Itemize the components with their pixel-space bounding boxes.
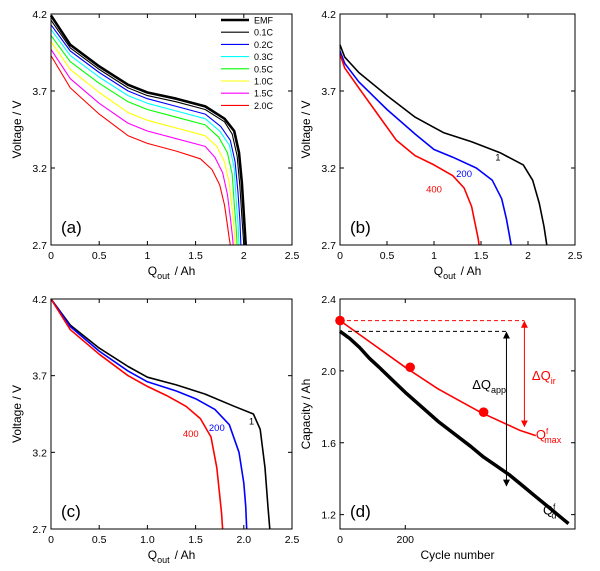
x-tick-label-c-5: 2.5 xyxy=(285,534,300,546)
y-axis-label-a: Voltage / V xyxy=(10,100,24,158)
panel-c: 1 200 400 0 0.5 1.0 1.5 2.0 2.5 2.7 3.2 3.7 4.2 Qout /… xyxy=(10,294,299,565)
y-axis-label-d: Capacity / Ah xyxy=(299,379,313,450)
x-tick-label-a-5: 2.5 xyxy=(285,250,300,262)
y-tick-label-a-0: 2.7 xyxy=(32,240,47,252)
y-tick-label-d-1: 1.6 xyxy=(321,438,336,450)
legend-label-0: EMF xyxy=(254,16,274,26)
series-line-a-3 xyxy=(50,29,240,246)
x-tick-label-b-5: 2.5 xyxy=(568,250,583,262)
curve-label-b-0: 1 xyxy=(495,152,500,163)
y-axis-label-c: Voltage / V xyxy=(10,385,24,443)
annotation-2: Qf max xyxy=(536,427,562,445)
y-tick-label-b-2: 3.7 xyxy=(321,86,336,98)
x-axis-label-c: Qout / Ah xyxy=(148,548,196,565)
x-tick-label-d-0: 0 xyxy=(337,534,343,546)
series-line-a-6 xyxy=(50,49,234,246)
x-tick-label-a-0: 0 xyxy=(48,250,54,262)
capacity-marker-2 xyxy=(478,407,489,418)
panel-label-d: (d) xyxy=(350,502,371,521)
x-tick-label-b-3: 1.5 xyxy=(474,250,489,262)
y-tick-label-c-1: 3.2 xyxy=(32,447,47,459)
curve-label-c-1: 200 xyxy=(209,423,225,434)
y-tick-label-a-2: 3.7 xyxy=(32,86,47,98)
x-tick-label-d-1: 200 xyxy=(397,534,415,546)
x-tick-label-a-4: 2 xyxy=(241,250,247,262)
x-tick-label-c-4: 2.0 xyxy=(236,534,251,546)
series-line-a-2 xyxy=(50,24,242,246)
series-line-b-1 xyxy=(339,50,512,246)
y-tick-label-d-0: 1.2 xyxy=(321,510,336,522)
legend-label-1: 0.1C xyxy=(254,28,274,38)
y-tick-label-d-2: 2.0 xyxy=(321,366,336,378)
series-line-a-1 xyxy=(50,19,245,246)
x-tick-label-c-3: 1.5 xyxy=(188,534,203,546)
y-tick-label-c-3: 4.2 xyxy=(32,294,47,306)
capacity-marker-1 xyxy=(405,362,415,373)
series-line-d-1 xyxy=(339,319,537,437)
series-line-b-2 xyxy=(339,53,480,246)
legend-label-4: 0.5C xyxy=(254,64,274,74)
legend-label-3: 0.3C xyxy=(254,52,274,62)
y-tick-label-b-0: 2.7 xyxy=(321,240,336,252)
y-tick-label-d-3: 2.4 xyxy=(321,294,336,306)
x-tick-label-b-1: 0.5 xyxy=(380,250,395,262)
x-tick-label-a-3: 1.5 xyxy=(188,250,203,262)
curve-label-c-0: 1 xyxy=(249,417,254,428)
panel-label-c: (c) xyxy=(61,502,81,521)
plot-frame-a xyxy=(50,13,293,246)
series-line-c-2 xyxy=(50,298,224,530)
plot-frame-b xyxy=(339,13,576,246)
curve-label-b-2: 400 xyxy=(426,185,442,196)
annotation-0: ΔQapp xyxy=(472,377,506,395)
panel-d: 0 200 1.2 1.6 2.0 2.4 Cycle number Capacity / A… xyxy=(299,294,576,562)
panel-label-a: (a) xyxy=(61,218,82,237)
y-tick-label-c-0: 2.7 xyxy=(32,524,47,536)
y-tick-label-c-2: 3.7 xyxy=(32,371,47,383)
series-line-a-4 xyxy=(50,35,238,246)
x-tick-label-c-0: 0 xyxy=(48,534,54,546)
plot-frame-c xyxy=(50,298,293,530)
series-line-c-0 xyxy=(50,298,271,530)
legend-label-5: 1.0C xyxy=(254,77,274,87)
plot-frame-d xyxy=(339,298,576,530)
y-tick-label-a-1: 3.2 xyxy=(32,163,47,175)
series-line-a-0 xyxy=(49,14,247,246)
x-tick-label-a-1: 0.5 xyxy=(92,250,107,262)
y-tick-label-b-1: 3.2 xyxy=(321,163,336,175)
curve-label-b-1: 200 xyxy=(456,169,472,180)
x-tick-label-b-4: 2 xyxy=(525,250,531,262)
x-axis-label-a: Qout / Ah xyxy=(148,264,196,281)
panel-b: 1 200 400 0 0.5 1 1.5 2 2.5 2.7 3.2 3.7 4.2 Qout / Ah V… xyxy=(299,9,582,281)
x-axis-label-d: Cycle number xyxy=(420,548,494,562)
series-line-a-7 xyxy=(50,55,231,246)
legend-label-2: 0.2C xyxy=(254,40,274,50)
y-tick-label-a-3: 4.2 xyxy=(32,9,47,21)
series-line-c-1 xyxy=(50,298,248,530)
panel-label-b: (b) xyxy=(350,218,371,237)
y-axis-label-b: Voltage / V xyxy=(299,100,313,158)
series-line-b-0 xyxy=(339,44,548,246)
curve-label-c-2: 400 xyxy=(183,429,199,440)
y-tick-label-b-3: 4.2 xyxy=(321,9,336,21)
panel-a: 0 0.5 1 1.5 2 2.5 2.7 3.2 3.7 4.2 Qout / Ah Voltage … xyxy=(10,9,299,281)
x-axis-label-b: Qout / Ah xyxy=(434,264,482,281)
annotation-3: Qf d xyxy=(543,503,556,521)
series-line-d-0 xyxy=(338,329,570,525)
annotation-1: ΔQir xyxy=(532,368,556,386)
legend-label-6: 1.5C xyxy=(254,89,274,99)
x-tick-label-b-2: 1 xyxy=(431,250,437,262)
x-tick-label-c-2: 1.0 xyxy=(140,534,155,546)
series-line-a-5 xyxy=(50,41,236,246)
capacity-marker-0 xyxy=(335,315,345,326)
x-tick-label-b-0: 0 xyxy=(337,250,343,262)
x-tick-label-a-2: 1 xyxy=(144,250,150,262)
x-tick-label-c-1: 0.5 xyxy=(92,534,107,546)
legend-label-7: 2.0C xyxy=(254,101,274,111)
